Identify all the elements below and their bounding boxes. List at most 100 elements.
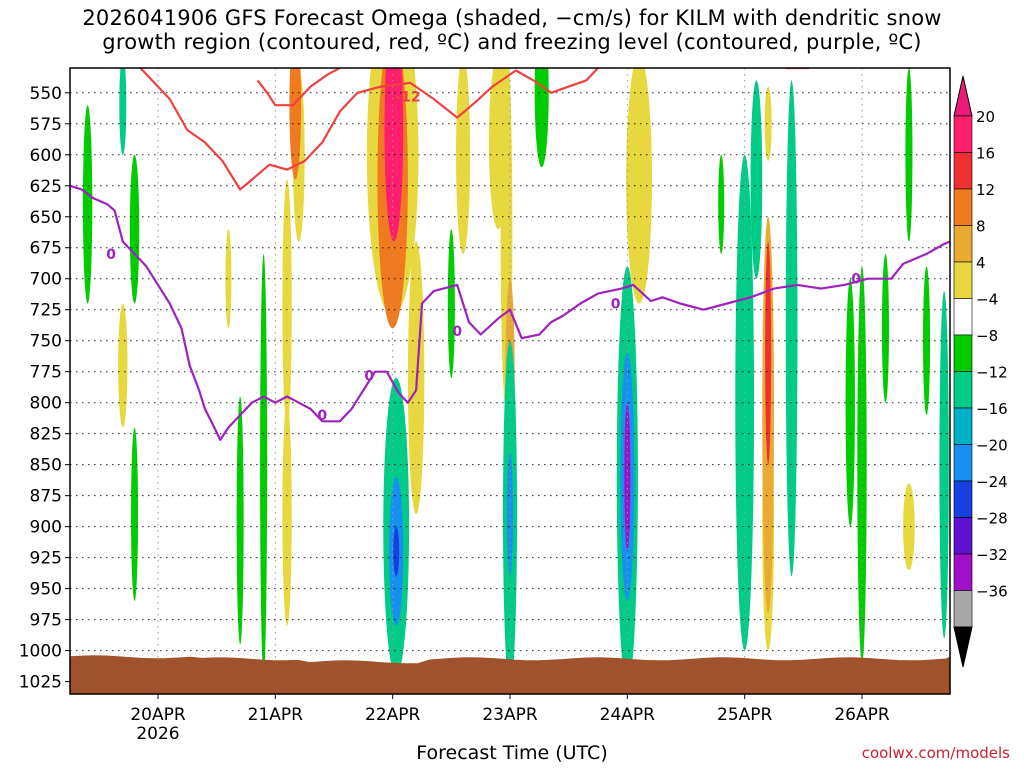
colorbar-swatch-0 <box>953 115 973 153</box>
contour-label-0: 0 <box>106 247 116 263</box>
omega-region-44 <box>923 266 931 416</box>
colorbar-label-1: 16 <box>976 145 995 163</box>
x-tick-label-24APR: 24APR <box>600 705 656 725</box>
x-axis-title: Forecast Time (UTC) <box>416 742 608 764</box>
colorbar-label-7: −12 <box>976 364 1008 382</box>
colorbar-swatch-11 <box>953 517 973 555</box>
y-tick-label-925: 925 <box>30 549 62 569</box>
omega-region-33 <box>750 80 763 279</box>
omega-region-18 <box>393 526 400 577</box>
omega-shading <box>82 68 949 688</box>
y-tick-label-950: 950 <box>30 580 62 600</box>
omega-region-41 <box>881 253 889 403</box>
contour-label-3: 0 <box>452 324 462 340</box>
colorbar-swatch-6 <box>953 334 973 372</box>
colorbar-bottom-arrow <box>953 626 973 668</box>
y-tick-label-625: 625 <box>30 177 62 197</box>
x-tick-label-26APR: 26APR <box>834 705 890 725</box>
colorbar-label-12: −32 <box>976 546 1008 564</box>
contour-label-5: 0 <box>851 272 861 288</box>
colorbar-swatch-3 <box>953 225 973 263</box>
title-line-2: growth region (contoured, red, ºC) and f… <box>102 30 922 54</box>
colorbar-swatch-9 <box>953 444 973 482</box>
contour-label-6: -12 <box>395 90 420 106</box>
y-tick-label-850: 850 <box>30 456 62 476</box>
colorbar-swatch-8 <box>953 407 973 445</box>
chart-title: 2026041906 GFS Forecast Omega (shaded, −… <box>0 6 1024 54</box>
ground-surface <box>70 655 950 694</box>
colorbar-swatch-5 <box>953 298 973 336</box>
x-tick-label-23APR: 23APR <box>482 705 538 725</box>
colorbar-label-5: −4 <box>976 291 998 309</box>
colorbar-swatch-13 <box>953 590 973 628</box>
omega-region-4 <box>131 427 139 602</box>
colorbar-swatch-4 <box>953 261 973 299</box>
omega-region-26 <box>534 68 549 168</box>
colorbar-label-4: 4 <box>976 254 986 272</box>
x-tick-label-21APR: 21APR <box>248 705 304 725</box>
omega-region-3 <box>118 303 128 428</box>
omega-region-19 <box>447 229 455 378</box>
y-tick-label-825: 825 <box>30 425 62 445</box>
y-tick-label-775: 775 <box>30 363 62 383</box>
colorbar-top-arrow <box>953 75 973 117</box>
omega-region-42 <box>905 68 913 242</box>
x-tick-label-20APR: 20APR <box>130 705 186 725</box>
omega-region-32 <box>735 154 755 651</box>
x-tick-sublabel-20APR: 2026 <box>136 724 179 744</box>
y-tick-label-875: 875 <box>30 487 62 507</box>
colorbar-label-11: −28 <box>976 510 1008 528</box>
x-tick-label-22APR: 22APR <box>365 705 421 725</box>
y-tick-label-900: 900 <box>30 518 62 538</box>
colorbar-label-3: 8 <box>976 218 986 236</box>
contour-label-1: 0 <box>317 408 327 424</box>
colorbar-swatch-12 <box>953 553 973 591</box>
omega-region-5 <box>225 229 232 329</box>
omega-region-10 <box>282 402 292 626</box>
y-tick-label-1025: 1025 <box>19 673 62 693</box>
omega-region-11 <box>289 68 302 180</box>
colorbar-label-8: −16 <box>976 400 1008 418</box>
title-line-1: 2026041906 GFS Forecast Omega (shaded, −… <box>82 6 942 30</box>
colorbar-label-9: −20 <box>976 437 1008 455</box>
y-tick-label-675: 675 <box>30 239 62 259</box>
omega-region-38 <box>785 80 798 577</box>
y-tick-label-750: 750 <box>30 332 62 352</box>
site-credit: coolwx.com/models <box>861 744 1010 762</box>
omega-region-20 <box>456 68 471 254</box>
grid-lines <box>70 68 950 694</box>
omega-region-37 <box>765 241 772 465</box>
omega-region-45 <box>939 291 949 639</box>
y-tick-label-800: 800 <box>30 394 62 414</box>
y-tick-label-975: 975 <box>30 611 62 631</box>
omega-region-27 <box>626 68 652 304</box>
dendritic-line-0 <box>256 68 341 107</box>
y-tick-label-600: 600 <box>30 146 62 166</box>
contour-label-2: 0 <box>364 368 374 384</box>
x-tick-label-25APR: 25APR <box>717 705 773 725</box>
omega-region-34 <box>764 86 772 161</box>
colorbar-label-0: 20 <box>976 108 995 126</box>
colorbar: 20 16 12 8 4 −4 −8 −12 −16 −20 −24 −28 −32 −36 <box>953 75 1008 668</box>
y-tick-label-1000: 1000 <box>19 642 62 662</box>
colorbar-label-2: 12 <box>976 181 995 199</box>
omega-region-25 <box>507 452 513 577</box>
ground-layer <box>70 655 950 694</box>
omega-region-8 <box>282 179 292 428</box>
omega-region-6 <box>236 396 244 645</box>
y-tick-label-550: 550 <box>30 84 62 104</box>
colorbar-label-6: −8 <box>976 327 998 345</box>
y-tick-label-575: 575 <box>30 115 62 135</box>
omega-region-31 <box>718 154 725 254</box>
colorbar-swatch-10 <box>953 480 973 518</box>
omega-region-0 <box>82 105 93 304</box>
omega-region-14 <box>384 68 404 242</box>
omega-region-43 <box>903 483 915 571</box>
y-tick-label-700: 700 <box>30 270 62 290</box>
y-tick-label-650: 650 <box>30 208 62 228</box>
colorbar-label-10: −24 <box>976 473 1008 491</box>
colorbar-swatch-1 <box>953 152 973 190</box>
freezing-level-line <box>70 184 950 441</box>
